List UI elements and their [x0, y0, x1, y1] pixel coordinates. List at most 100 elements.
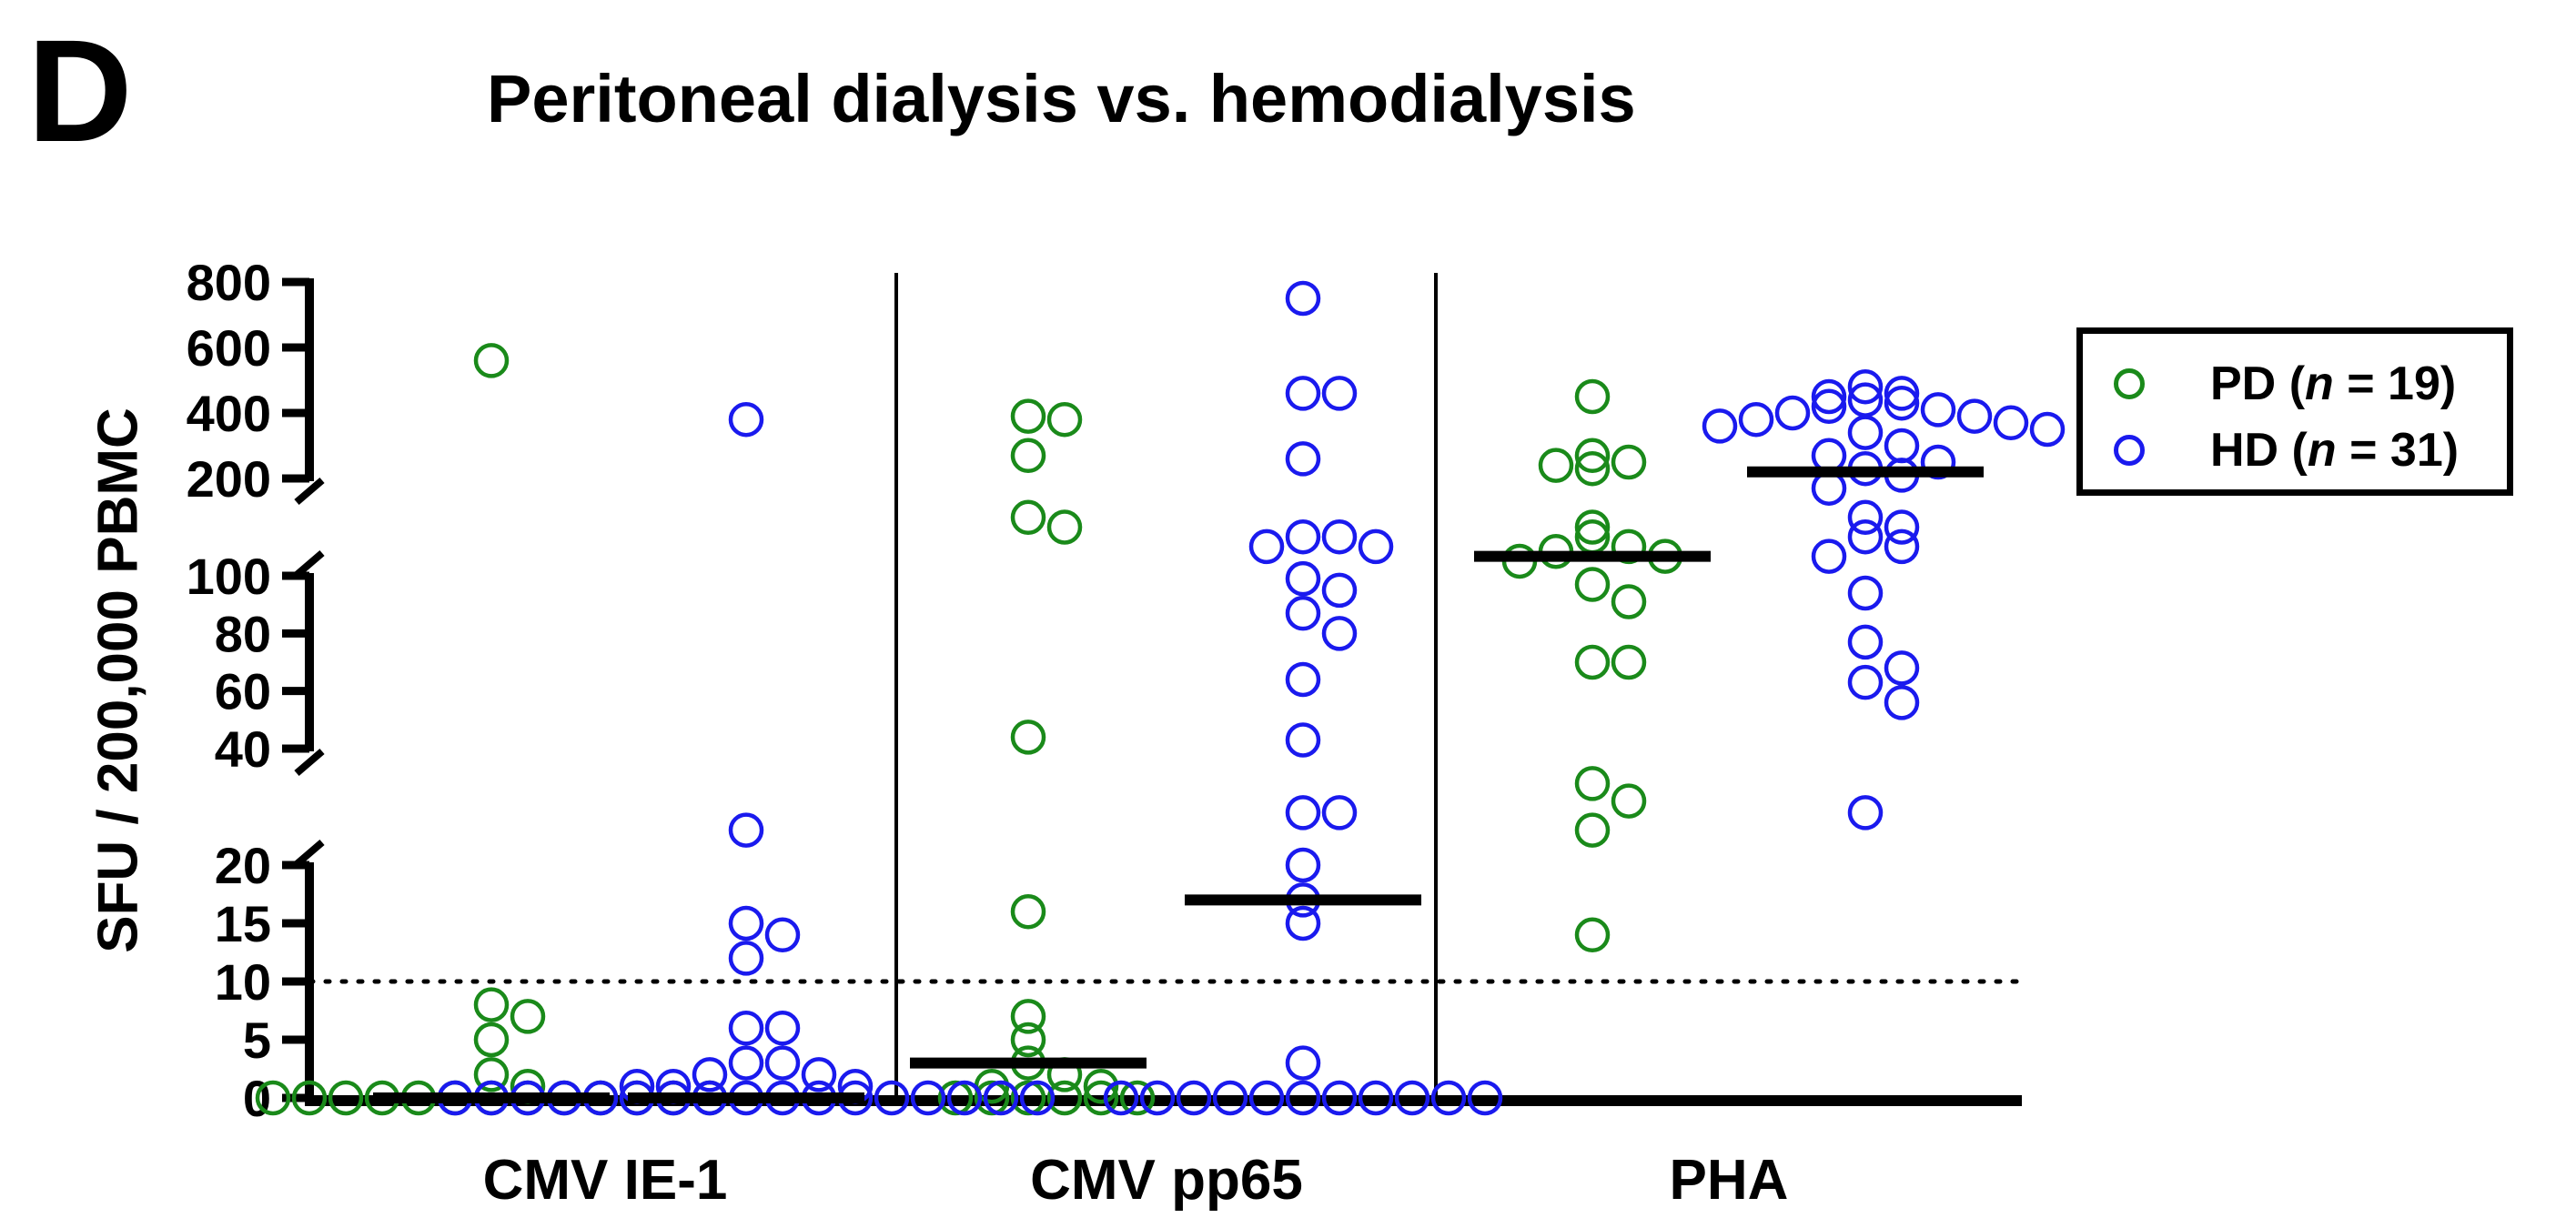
pd-point — [1010, 398, 1046, 434]
hd-point — [764, 1010, 801, 1046]
pd-point — [1574, 644, 1611, 680]
y-tick-label: 5 — [243, 1012, 271, 1069]
hd-point — [1920, 444, 1956, 480]
pd-point — [1083, 1068, 1119, 1104]
hd-point — [1285, 905, 1321, 941]
pd-point — [974, 1080, 1010, 1116]
hd-point — [1738, 401, 1774, 438]
hd-point — [1212, 1080, 1248, 1116]
pd-point — [1010, 999, 1046, 1034]
hd-point — [983, 1080, 1019, 1116]
hd-point — [1811, 378, 1847, 415]
pd-point — [1574, 567, 1611, 602]
pd-point — [1119, 1080, 1156, 1116]
hd-point — [1847, 664, 1884, 700]
pd-point — [1574, 812, 1611, 848]
y-tick-label: 10 — [215, 953, 271, 1011]
hd-point — [1248, 528, 1285, 565]
pd-point — [1574, 509, 1611, 545]
pd-point — [328, 1080, 364, 1116]
hd-point — [910, 1080, 946, 1116]
hd-point — [1019, 1080, 1056, 1116]
pd-point — [1010, 438, 1046, 474]
hd-point — [728, 1045, 764, 1081]
pd-point — [1574, 450, 1611, 487]
hd-point — [1321, 616, 1358, 651]
hd-point — [1285, 595, 1321, 631]
panel-label: D — [27, 9, 133, 172]
y-tick-label: 100 — [187, 548, 271, 605]
hd-point — [1884, 428, 1920, 464]
hd-point — [1285, 560, 1321, 597]
pd-point — [1010, 499, 1046, 536]
chart-title: Peritoneal dialysis vs. hemodialysis — [487, 61, 1636, 136]
legend-item-pd: PD (n = 19) — [2097, 357, 2456, 411]
y-axis-break-mark — [294, 549, 325, 579]
hd-point — [1884, 650, 1920, 686]
hd-point — [1702, 408, 1738, 444]
hd-point — [1321, 795, 1358, 830]
hd-point — [1285, 1080, 1321, 1116]
pd-point — [1611, 644, 1647, 680]
y-tick-label: 600 — [187, 319, 271, 377]
hd-point — [1811, 539, 1847, 574]
legend-hd-marker-icon — [2114, 435, 2145, 466]
hd-point — [1884, 385, 1920, 421]
x-tick-label: CMV IE-1 — [483, 1149, 728, 1212]
hd-point — [764, 1045, 801, 1081]
hd-point — [1321, 518, 1358, 555]
hd-point — [1285, 518, 1321, 555]
y-tick-label: 60 — [215, 663, 271, 720]
hd-point — [692, 1057, 728, 1092]
hd-point — [1847, 499, 1884, 536]
hd-point — [1394, 1080, 1430, 1116]
y-tick-label: 800 — [187, 254, 271, 311]
pd-point — [510, 999, 546, 1034]
y-axis-break-mark — [294, 477, 325, 506]
y-tick-label: 200 — [187, 450, 271, 508]
pd-point — [1574, 438, 1611, 474]
hd-point — [1847, 624, 1884, 660]
legend-item-hd: HD (n = 31) — [2097, 423, 2459, 478]
pd-point — [1611, 528, 1647, 565]
pd-point — [1611, 444, 1647, 480]
hd-point — [1884, 685, 1920, 720]
y-tick-label: 40 — [215, 720, 271, 778]
hd-point — [874, 1080, 910, 1116]
y-tick-label: 80 — [215, 605, 271, 662]
pd-point — [1574, 766, 1611, 801]
hd-point — [1139, 1080, 1176, 1116]
hd-point — [1321, 376, 1358, 411]
pd-point — [1046, 401, 1083, 438]
y-tick-label: 400 — [187, 385, 271, 442]
y-tick-label: 15 — [215, 895, 271, 952]
hd-point — [946, 1080, 983, 1116]
hd-point — [728, 401, 764, 438]
pd-point — [1083, 1080, 1119, 1116]
hd-point — [1285, 795, 1321, 830]
x-tick-label: PHA — [1670, 1149, 1789, 1212]
y-axis-break-mark — [294, 748, 325, 777]
hd-point — [1285, 441, 1321, 477]
legend-pd-label: PD (n = 19) — [2210, 357, 2457, 410]
pd-point — [1046, 509, 1083, 545]
pd-point — [937, 1080, 974, 1116]
hd-point — [1847, 575, 1884, 611]
pd-point — [1574, 378, 1611, 415]
hd-point — [1285, 722, 1321, 758]
pd-point — [473, 1057, 510, 1092]
hd-point — [1321, 572, 1358, 609]
pd-point — [473, 987, 510, 1022]
pd-point — [1611, 783, 1647, 819]
hd-point — [801, 1057, 837, 1092]
pd-point — [1611, 584, 1647, 619]
y-axis-break-mark — [294, 839, 325, 868]
y-tick-label: 20 — [215, 837, 271, 894]
hd-point — [764, 917, 801, 953]
pd-point — [1010, 893, 1046, 930]
hd-point — [1285, 661, 1321, 698]
legend-hd-label: HD (n = 31) — [2210, 424, 2460, 477]
pd-point — [1574, 917, 1611, 953]
